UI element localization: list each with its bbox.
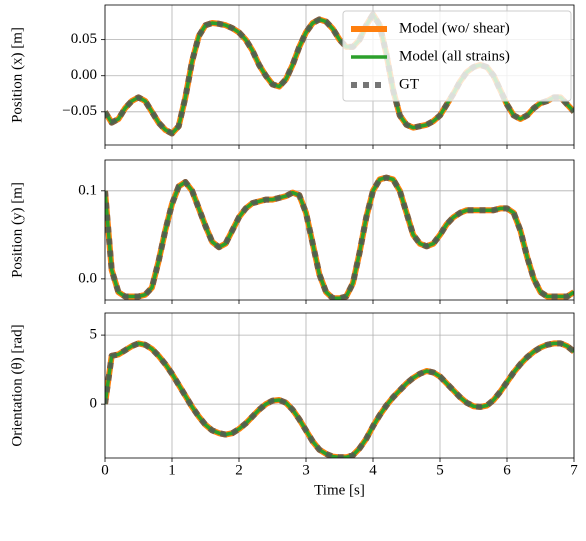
x-tick-label: 4 [369,462,377,478]
series-line [105,340,574,458]
panel: 0.0 0.1 Position (y) [m] [9,159,575,304]
series-line [105,175,574,300]
legend: Model (wo/ shear) Model (all strains) GT [342,10,572,102]
x-tick-label: 3 [302,462,310,478]
legend-label: Model (wo/ shear) [399,20,510,36]
y-axis-label: Position (y) [m] [9,182,25,278]
x-tick-label: 1 [168,462,176,478]
x-tick-label: 2 [235,462,243,478]
legend-label: GT [399,76,419,92]
y-tick-label: 0 [90,396,98,412]
series-group [105,340,574,458]
y-tick-label: 5 [90,327,98,343]
axes-frame [104,312,575,459]
panel: −0.05 0.00 0.05 Position (x) [m] Model (wo/ … [9,4,575,149]
y-tick-label: 0.0 [78,270,97,286]
x-tick-label: 7 [570,462,578,478]
series-line [105,341,574,458]
legend-box [342,10,572,102]
axes-frame [104,4,575,146]
y-axis-label: Orientation (θ) [rad] [9,324,25,446]
series-group [105,174,574,300]
x-axis-label: Time [s] [314,482,365,498]
x-tick-label: 5 [436,462,444,478]
x-tick-label: 6 [503,462,511,478]
axes-frame [104,159,575,301]
series-line [105,340,574,458]
y-axis-label: Position (x) [m] [9,27,25,123]
x-tick-label: 0 [101,462,109,478]
y-tick-label: 0.05 [71,31,97,47]
y-tick-label: 0.00 [71,67,97,83]
series-line [105,174,574,300]
legend-label: Model (all strains) [399,48,510,64]
y-tick-label: 0.1 [78,182,97,198]
panel: 0 1 2 3 4 5 6 7 0 5 Orientation (θ) [rad] Time [s] [9,312,578,498]
y-tick-label: −0.05 [62,103,97,119]
